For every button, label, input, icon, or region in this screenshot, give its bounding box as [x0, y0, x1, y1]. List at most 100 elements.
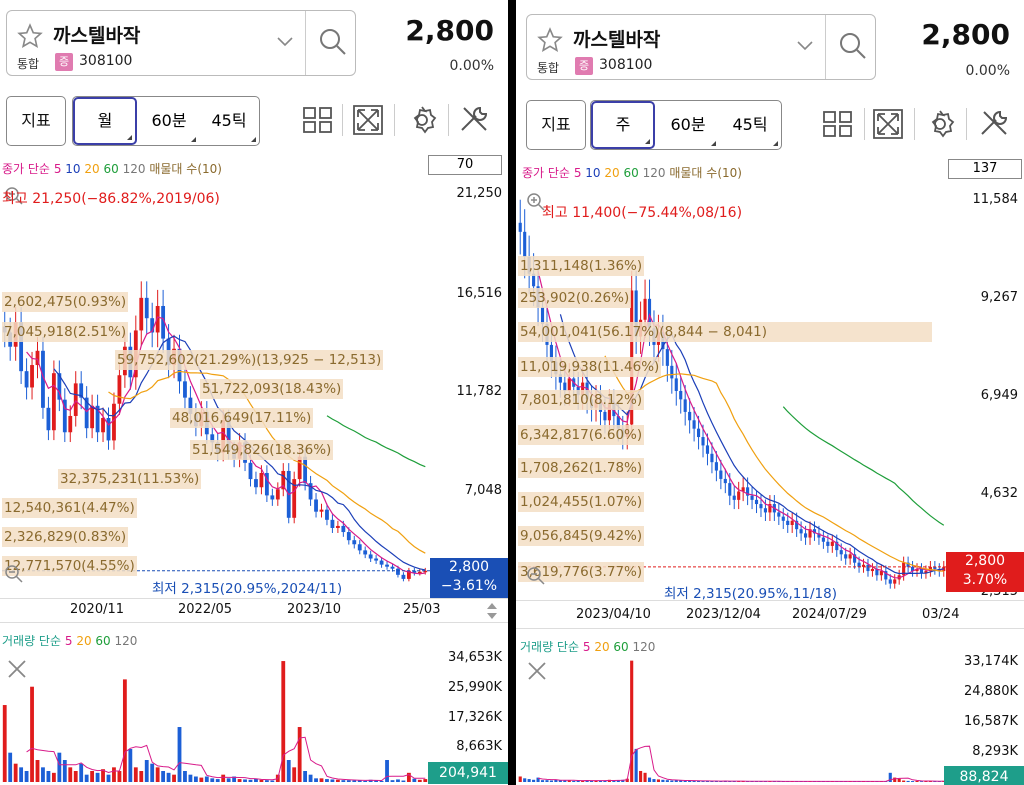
ma-5: 5 — [53, 162, 62, 176]
y-tick-label: 21,250 — [456, 186, 503, 201]
right-chart-panel: 까스텔바작 통합 증 308100 2,800 0.00% 지표 주 60분 4… — [516, 0, 1024, 785]
candle-body — [248, 462, 253, 480]
period-60min[interactable]: 60분 — [657, 101, 719, 149]
indicator-button[interactable]: 지표 — [526, 100, 586, 150]
volume-bar — [576, 780, 580, 782]
ma-prefix: 종가 단순 — [2, 162, 50, 176]
candle-body — [893, 579, 897, 584]
candle-body — [679, 390, 683, 400]
volume-bar — [112, 767, 116, 782]
candle-body — [786, 520, 790, 525]
stock-search-box[interactable]: 까스텔바작 통합 증 308100 — [526, 14, 876, 80]
volume-badge: 204,941 — [428, 762, 508, 784]
volume-bar — [714, 781, 718, 782]
x-tick-label: 25/03 — [403, 602, 441, 617]
volume-profile-label: 32,375,231(11.53%) — [58, 469, 202, 489]
candle-body — [607, 403, 611, 421]
zoom-out-icon[interactable] — [4, 564, 24, 584]
volume-bar — [254, 778, 258, 782]
zoom-in-icon[interactable] — [526, 192, 546, 212]
star-icon[interactable] — [537, 27, 563, 53]
tools-icon[interactable] — [454, 100, 494, 140]
candle-body — [374, 558, 379, 561]
close-icon[interactable] — [526, 660, 548, 682]
search-button[interactable] — [825, 15, 877, 79]
tools-icon[interactable] — [974, 104, 1014, 144]
zoom-in-icon[interactable] — [4, 186, 24, 206]
current-price: 2,800 — [405, 14, 494, 47]
volume-bar — [417, 779, 422, 782]
volume-bar — [933, 781, 937, 782]
volume-bar — [30, 686, 34, 782]
candle-body — [781, 516, 785, 521]
volume-bar — [314, 778, 318, 782]
grid-layout-icon[interactable] — [298, 100, 338, 140]
volume-bar — [368, 779, 373, 782]
stock-name: 까스텔바작 — [53, 25, 141, 47]
volume-bar — [188, 774, 193, 782]
volume-bar — [297, 727, 302, 782]
period-60min[interactable]: 60분 — [139, 97, 199, 145]
divider — [864, 108, 865, 140]
search-icon — [840, 33, 866, 59]
volume-bar — [412, 778, 417, 782]
vol-5: 5 — [582, 640, 591, 654]
volume-bar — [616, 780, 620, 782]
search-button[interactable] — [305, 11, 357, 75]
volume-bar — [62, 760, 67, 782]
settings-gear-icon[interactable] — [402, 100, 442, 140]
volume-bar — [270, 780, 275, 782]
candle-body — [884, 571, 888, 580]
period-selected[interactable]: 주 — [591, 101, 655, 149]
grid-layout-icon[interactable] — [818, 104, 858, 144]
volume-bar — [155, 767, 160, 782]
close-icon[interactable] — [6, 658, 28, 680]
candle-body — [683, 399, 687, 412]
candle-body — [210, 434, 215, 443]
candle-body — [804, 533, 808, 538]
zoom-out-icon[interactable] — [526, 566, 546, 586]
period-selector: 주 60분 45틱 — [590, 100, 782, 150]
period-selected[interactable]: 월 — [73, 97, 137, 145]
chevron-down-icon[interactable] — [275, 35, 295, 49]
candle-body — [746, 487, 750, 496]
volume-bar — [243, 779, 247, 782]
ma-10: 10 — [65, 162, 81, 176]
low-label: 최저 2,315(20.95%,11/18) — [664, 586, 837, 602]
volume-bar — [523, 778, 527, 782]
period-selector: 월 60분 45틱 — [72, 96, 260, 146]
volume-bar — [665, 780, 669, 782]
volume-bar — [13, 763, 18, 782]
indicator-button[interactable]: 지표 — [6, 96, 66, 146]
candle-body — [30, 365, 34, 388]
candle-body — [41, 350, 45, 408]
x-tick-label: 2024/07/29 — [792, 607, 867, 622]
volume-bar — [166, 772, 171, 782]
volume-bar — [705, 780, 710, 782]
stock-search-box[interactable]: 까스텔바작 통합 증 308100 — [6, 10, 356, 76]
star-icon[interactable] — [17, 23, 43, 49]
divider — [342, 104, 343, 136]
count-box[interactable]: 70 — [428, 155, 502, 175]
fullscreen-icon[interactable] — [868, 104, 908, 144]
divider — [448, 104, 449, 136]
ma-120: 120 — [122, 162, 146, 176]
scroll-arrows-icon[interactable] — [486, 602, 498, 620]
volume-bar — [719, 781, 723, 782]
candle-body — [330, 519, 335, 528]
chevron-down-icon[interactable] — [795, 39, 815, 53]
divider — [914, 108, 915, 140]
market-label: 통합 — [17, 57, 40, 71]
candle-body — [264, 472, 269, 496]
volume-bar — [84, 774, 89, 782]
period-45tick[interactable]: 45틱 — [719, 101, 781, 149]
settings-gear-icon[interactable] — [920, 104, 960, 144]
count-box[interactable]: 137 — [948, 159, 1022, 179]
fullscreen-icon[interactable] — [348, 100, 388, 140]
candle-body — [341, 525, 346, 533]
period-45tick[interactable]: 45틱 — [199, 97, 259, 145]
volume-bar — [639, 770, 643, 782]
candle-body — [924, 571, 928, 574]
y-tick-label: 11,782 — [456, 384, 503, 399]
volume-badge: 88,824 — [944, 766, 1024, 785]
